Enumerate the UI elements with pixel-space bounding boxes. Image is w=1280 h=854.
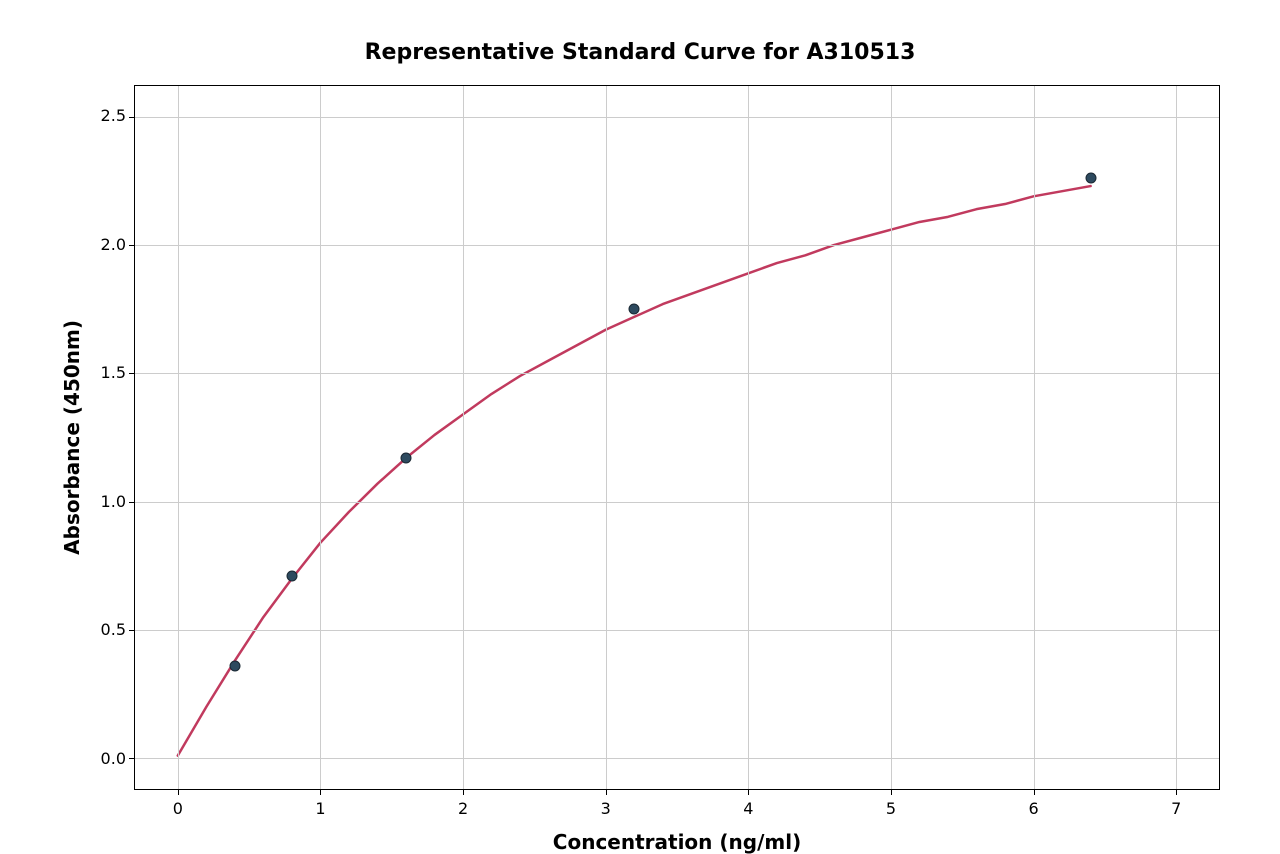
x-tick-label: 3: [601, 799, 611, 818]
tick-mark-v: [748, 789, 749, 795]
chart-container: Representative Standard Curve for A31051…: [60, 40, 1220, 805]
y-tick-label: 1.5: [101, 365, 126, 381]
grid-line-h: [135, 373, 1219, 374]
grid-line-v: [1176, 86, 1177, 789]
x-tick-label: 4: [743, 799, 753, 818]
grid-line-v: [178, 86, 179, 789]
tick-mark-v: [178, 789, 179, 795]
curve-path: [178, 186, 1091, 756]
tick-mark-h: [129, 245, 135, 246]
tick-mark-h: [129, 502, 135, 503]
tick-mark-v: [463, 789, 464, 795]
y-axis-label: Absorbance (450nm): [60, 320, 84, 555]
x-tick-label: 5: [886, 799, 896, 818]
plot-wrapper: Absorbance (450nm) 0.0 0.5 1.0 1.5 2.0 2.5 01…: [60, 85, 1220, 790]
data-point: [629, 304, 640, 315]
data-point: [286, 571, 297, 582]
grid-line-v: [891, 86, 892, 789]
grid-line-h: [135, 758, 1219, 759]
grid-line-v: [320, 86, 321, 789]
x-tick-label: 2: [458, 799, 468, 818]
grid-line-v: [606, 86, 607, 789]
y-tick-label: 2.5: [101, 108, 126, 124]
x-tick-label: 1: [315, 799, 325, 818]
grid-line-h: [135, 630, 1219, 631]
grid-line-v: [463, 86, 464, 789]
x-tick-label: 0: [173, 799, 183, 818]
tick-mark-v: [1034, 789, 1035, 795]
x-tick-label: 6: [1028, 799, 1038, 818]
y-ticks: 0.0 0.5 1.0 1.5 2.0 2.5: [94, 85, 134, 790]
y-tick-label: 1.0: [101, 494, 126, 510]
tick-mark-v: [606, 789, 607, 795]
tick-mark-v: [891, 789, 892, 795]
y-tick-label: 2.0: [101, 237, 126, 253]
data-point: [401, 453, 412, 464]
y-tick-label: 0.5: [101, 622, 126, 638]
grid-line-v: [1034, 86, 1035, 789]
tick-mark-v: [1176, 789, 1177, 795]
x-tick-label: 7: [1171, 799, 1181, 818]
chart-title: Representative Standard Curve for A31051…: [60, 40, 1220, 65]
x-axis-label: Concentration (ng/ml): [553, 830, 801, 854]
grid-line-h: [135, 502, 1219, 503]
tick-mark-h: [129, 117, 135, 118]
curve-svg: [135, 86, 1219, 789]
x-ticks: 0 1 2 3 4 5 6 7: [135, 799, 1219, 819]
grid-line-h: [135, 117, 1219, 118]
data-point: [229, 660, 240, 671]
tick-mark-h: [129, 373, 135, 374]
grid-line-h: [135, 245, 1219, 246]
y-tick-label: 0.0: [101, 751, 126, 767]
tick-mark-h: [129, 630, 135, 631]
tick-mark-h: [129, 758, 135, 759]
tick-mark-v: [320, 789, 321, 795]
data-point: [1085, 173, 1096, 184]
grid-line-v: [748, 86, 749, 789]
plot-area: 01234567 Concentration (ng/ml): [134, 85, 1220, 790]
